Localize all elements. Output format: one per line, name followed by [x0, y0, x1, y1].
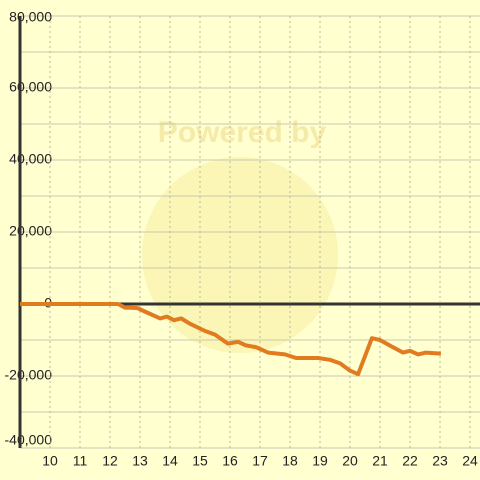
data-line: [20, 302, 442, 377]
x-tick-label: 12: [102, 453, 118, 469]
y-tick-label: 60,000: [9, 79, 52, 95]
x-tick-label: 18: [282, 453, 298, 469]
watermark: Powered by: [158, 116, 327, 149]
y-tick-label: 40,000: [9, 151, 52, 167]
x-tick-label: 24: [462, 453, 478, 469]
x-tick-label: 16: [222, 453, 238, 469]
x-tick-label: 17: [252, 453, 268, 469]
x-tick-label: 23: [432, 453, 448, 469]
x-tick-label: 13: [132, 453, 148, 469]
y-tick-label: -20,000: [5, 367, 53, 383]
x-tick-label: 14: [162, 453, 178, 469]
x-tick-label: 11: [73, 453, 88, 469]
watermark-logo: [142, 157, 338, 353]
x-tick-label: 22: [402, 453, 418, 469]
x-tick-label: 19: [312, 453, 328, 469]
y-tick-label: 80,000: [9, 9, 52, 25]
x-tick-label: 21: [372, 453, 388, 469]
x-tick-label: 10: [42, 453, 58, 469]
x-tick-label: 15: [192, 453, 208, 469]
y-tick-label: -40,000: [5, 432, 53, 448]
x-tick-label: 20: [342, 453, 358, 469]
y-tick-label: 20,000: [9, 223, 52, 239]
